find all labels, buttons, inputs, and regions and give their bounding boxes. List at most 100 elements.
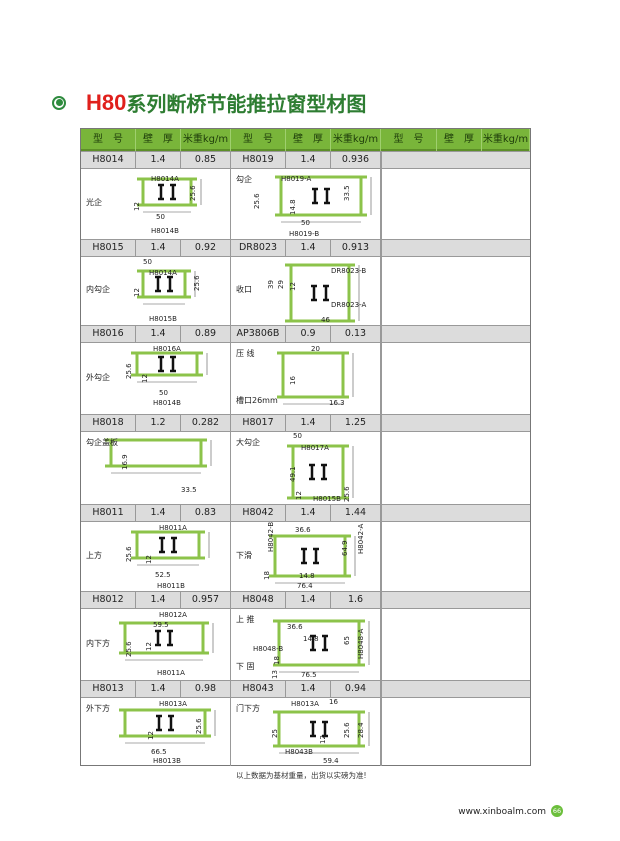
- dimension-label: H8011A: [159, 524, 187, 532]
- profile-name: 内勾企: [86, 285, 110, 294]
- weight-cell: 0.957: [181, 592, 231, 608]
- dimension-label: DR8023-A: [331, 301, 367, 309]
- profile-name: 内下方: [86, 638, 110, 648]
- weight-cell: 1.25: [331, 415, 381, 431]
- model-cell: H8048: [231, 592, 286, 608]
- profile-drawing-H8042: 下滑 H8042-B 36.6 64.9 H8042-A 18 14.8 76.4: [231, 522, 381, 591]
- dimension-label: 50: [159, 389, 168, 397]
- profile-drawing-H8012: 内下方 H8012A 59.5 25.6 12 H8011A: [81, 609, 231, 680]
- dimension-label: 12: [295, 491, 303, 500]
- wall-cell: 1.4: [286, 505, 331, 521]
- model-cell: H8014: [81, 152, 136, 168]
- wall-cell: 1.4: [286, 592, 331, 608]
- weight-cell: 1.6: [331, 592, 381, 608]
- dimension-label: H8013A: [159, 700, 187, 708]
- weight-cell: 0.83: [181, 505, 231, 521]
- weight-cell: 0.913: [331, 240, 381, 256]
- profile-name: 大勾企: [236, 438, 260, 447]
- table-row: H8013 1.4 0.98 H8043 1.4 0.94: [81, 680, 530, 698]
- dimension-label: H8019-B: [289, 230, 320, 238]
- dimension-label: 16: [329, 698, 338, 706]
- dimension-label: 52.5: [155, 571, 171, 579]
- model-cell: H8013: [81, 681, 136, 697]
- column-header: 壁 厚: [286, 129, 331, 151]
- dimension-label: DR8023-B: [331, 267, 367, 275]
- dimension-label: H8017A: [301, 444, 329, 452]
- profile-drawing-DR8023: 收口 39 29 12 DR8023-B DR8023-A 46: [231, 257, 381, 325]
- model-cell: H8011: [81, 505, 136, 521]
- column-header: 型 号: [231, 129, 286, 151]
- column-header: 米重kg/m: [482, 129, 530, 151]
- model-cell: H8015: [81, 240, 136, 256]
- dimension-label: 12: [141, 374, 149, 383]
- profile-name: 门下方: [236, 704, 260, 713]
- dimension-label: 16: [289, 376, 297, 385]
- dimension-label: 14.8: [303, 635, 319, 643]
- table-row: H8018 1.2 0.282 H8017 1.4 1.25: [81, 414, 530, 432]
- dimension-label: H8014A: [151, 175, 179, 183]
- dimension-label: H8015B: [313, 495, 341, 503]
- model-cell: H8012: [81, 592, 136, 608]
- weight-cell: 0.13: [331, 326, 381, 342]
- profile-drawing-H8017: 大勾企 50 H8017A 49.1 12 25.6 H8015B: [231, 432, 381, 504]
- model-cell: DR8023: [231, 240, 286, 256]
- profile-section-icon: [269, 534, 356, 584]
- profile-table: 型 号壁 厚米重kg/m 型 号壁 厚米重kg/m 型 号壁 厚米重kg/m H801…: [80, 128, 531, 766]
- dimension-label: 49.1: [289, 466, 297, 482]
- profile-section-icon: [287, 444, 354, 500]
- table-row: H8015 1.4 0.92 DR8023 1.4 0.913: [81, 239, 530, 257]
- wall-cell: 1.2: [136, 415, 181, 431]
- dimension-label: H8048-B: [253, 645, 284, 653]
- profile-name: 槽口26mm: [236, 396, 278, 405]
- dimension-label: H8014B: [151, 227, 179, 235]
- page-heading: H80 系列断桥节能推拉窗型材图: [52, 88, 366, 117]
- weight-cell: 0.89: [181, 326, 231, 342]
- model-cell: H8042: [231, 505, 286, 521]
- column-header: 壁 厚: [136, 129, 181, 151]
- wall-cell: 1.4: [136, 326, 181, 342]
- dimension-label: 18: [273, 656, 281, 665]
- dimension-label: 12: [133, 202, 141, 211]
- dimension-label: 12: [289, 282, 297, 291]
- wall-cell: 1.4: [136, 505, 181, 521]
- dimension-label: 39: [267, 280, 275, 289]
- model-cell: H8016: [81, 326, 136, 342]
- profile-section-icon: [131, 530, 210, 566]
- dimension-label: H8016A: [153, 345, 181, 353]
- weight-cell: 0.282: [181, 415, 231, 431]
- profile-name: 勾企盖板: [86, 438, 118, 447]
- profile-section-icon: [119, 621, 214, 661]
- dimension-label: H8012A: [159, 611, 187, 619]
- weight-cell: 1.44: [331, 505, 381, 521]
- website[interactable]: www.xinboalm.com: [458, 807, 546, 817]
- dimension-label: 25.6: [343, 486, 351, 502]
- dimension-label: 50: [301, 219, 310, 227]
- wall-cell: 1.4: [286, 415, 331, 431]
- dimension-label: 36.6: [295, 526, 311, 534]
- model-cell: H8019: [231, 152, 286, 168]
- dimension-label: 76.4: [297, 582, 313, 590]
- profile-drawing-AP3806B: 压 线槽口26mm 20 16 16.3: [231, 343, 381, 414]
- dimension-label: 12: [147, 731, 155, 740]
- profile-name: 勾企: [236, 175, 252, 184]
- profile-drawing-H8016: 外勾企 H8016A 25.6 12 50 H8014B: [81, 343, 231, 414]
- dimension-label: H8042-A: [357, 523, 365, 554]
- dimension-label: 28.4: [357, 722, 365, 738]
- dimension-label: 16.3: [329, 399, 345, 407]
- weight-cell: 0.936: [331, 152, 381, 168]
- dimension-label: 59.4: [323, 757, 339, 765]
- wall-cell: 1.4: [286, 240, 331, 256]
- profile-section-icon: [105, 438, 212, 474]
- profile-drawing-H8018: 勾企盖板 16.9 33.5: [81, 432, 231, 504]
- title-prefix: H80: [86, 89, 127, 115]
- dimension-label: 64.9: [341, 540, 349, 556]
- profile-drawing-H8011: 上方 H8011A 25.6 12 52.5 H8011B: [81, 522, 231, 591]
- wall-cell: 1.4: [136, 240, 181, 256]
- model-cell: AP3806B: [231, 326, 286, 342]
- title-text: 系列断桥节能推拉窗型材图: [126, 92, 367, 116]
- bullet-icon: [52, 95, 66, 110]
- weight-cell: 0.92: [181, 240, 231, 256]
- table-row: H8012 1.4 0.957 H8048 1.4 1.6: [81, 591, 530, 609]
- dimension-label: H8042-B: [267, 521, 275, 552]
- dimension-label: 12: [133, 288, 141, 297]
